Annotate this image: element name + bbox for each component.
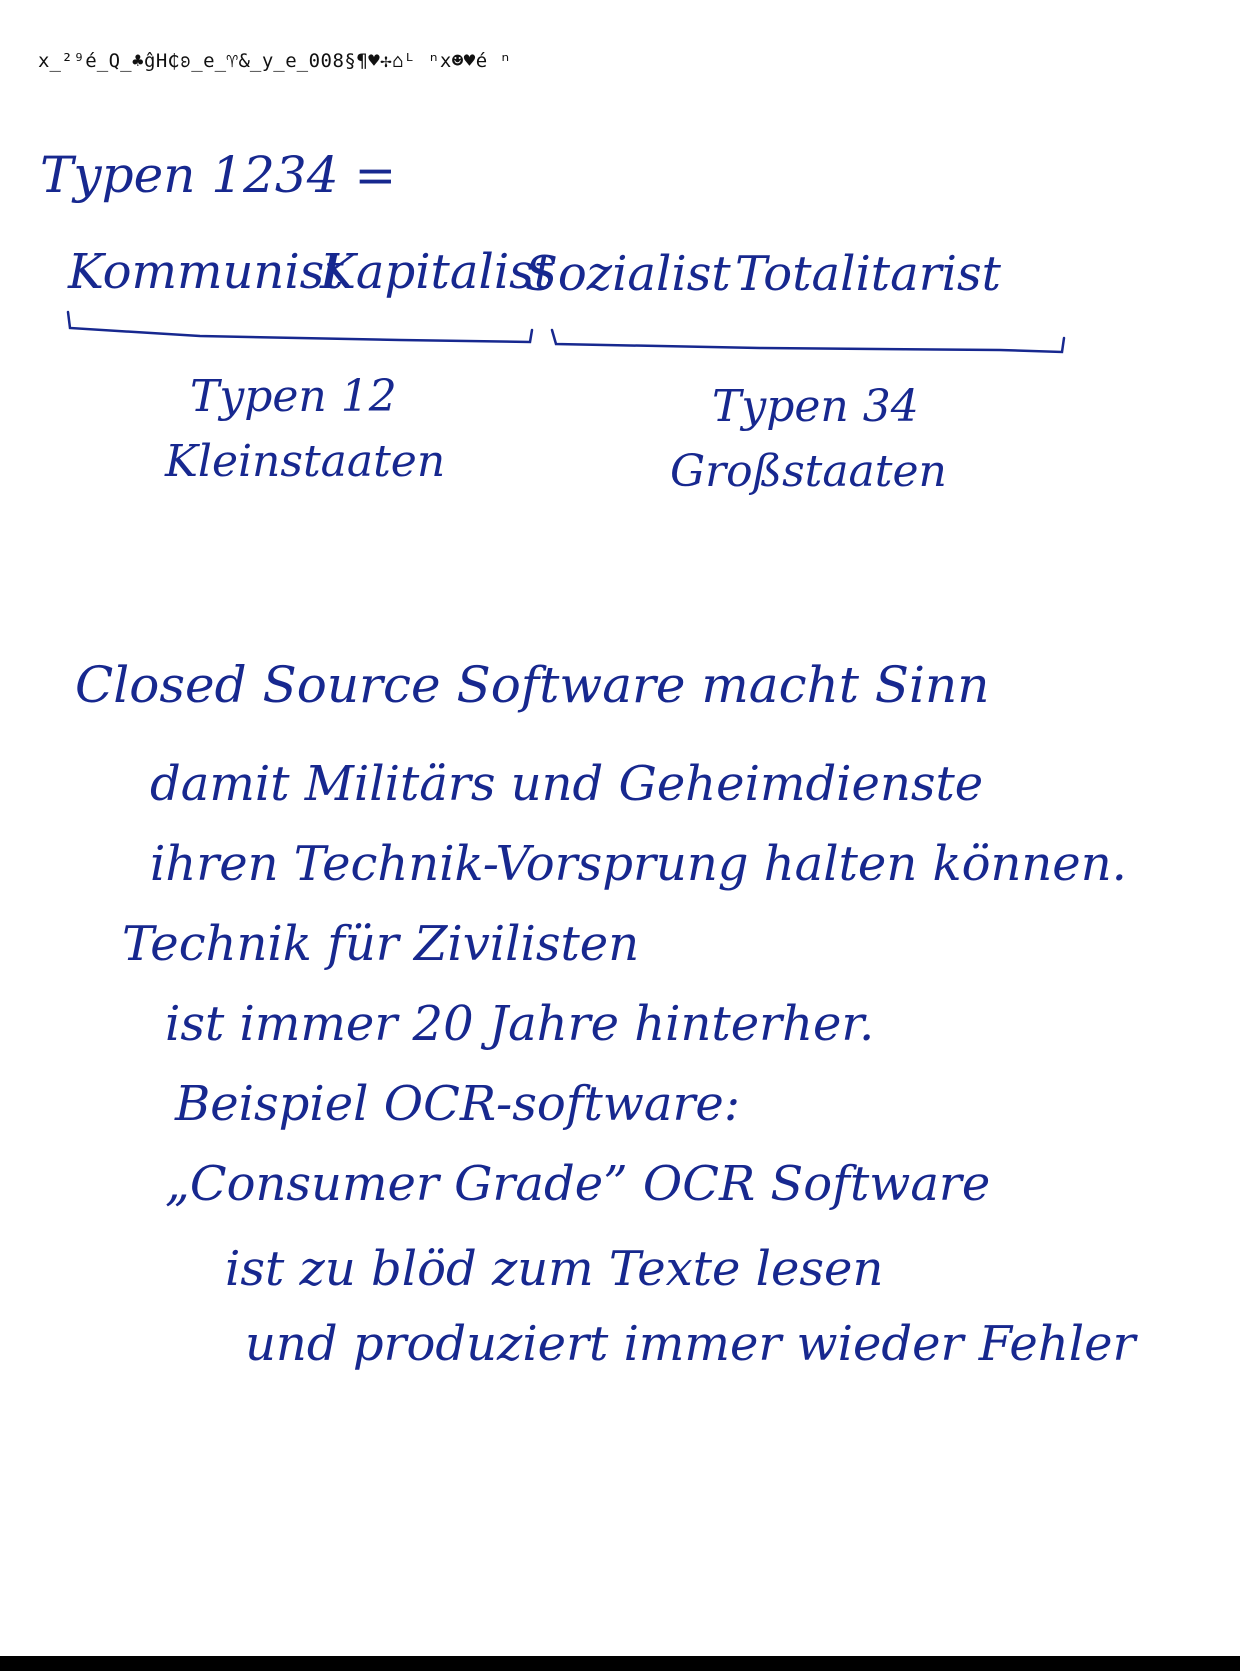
group-right-sub: Großstaaten (670, 446, 947, 497)
garbled-header-text: x̲²⁹é̲Q̲♣ĝH₵ʚ̲e̲♈&̲y̲e̲008§¶♥✢⌂ᴸ ⁿx☻♥é ⁿ (38, 50, 512, 72)
para-line-8: ist zu blöd zum Texte lesen (225, 1241, 884, 1297)
group-left-sub: Kleinstaaten (165, 436, 446, 487)
para-line-4: Technik für Zivilisten (122, 916, 640, 972)
para-line-6: Beispiel OCR-software: (175, 1076, 741, 1132)
bracket-right (550, 328, 1066, 354)
para-line-2: damit Militärs und Geheimdienste (150, 756, 984, 812)
para-line-9: und produziert immer wieder Fehler (245, 1316, 1136, 1372)
para-line-5: ist immer 20 Jahre hinterher. (165, 996, 875, 1052)
group-left-label: Typen 12 (190, 371, 397, 422)
group-right-label: Typen 34 (712, 381, 919, 432)
scan-bottom-edge (0, 1656, 1240, 1671)
type-totalitarist: Totalitarist (735, 246, 1001, 302)
para-line-1: Closed Source Software macht Sinn (75, 656, 990, 714)
type-sozialist: Sozialist (525, 246, 731, 302)
bracket-left (66, 310, 534, 344)
heading-typen-1234: Typen 1234 = (40, 146, 397, 204)
para-line-3: ihren Technik-Vorsprung halten können. (150, 836, 1127, 892)
type-kommunist: Kommunist (68, 244, 344, 300)
para-line-7: „Consumer Grade” OCR Software (165, 1156, 991, 1212)
type-kapitalist: Kapitalist (320, 244, 554, 300)
